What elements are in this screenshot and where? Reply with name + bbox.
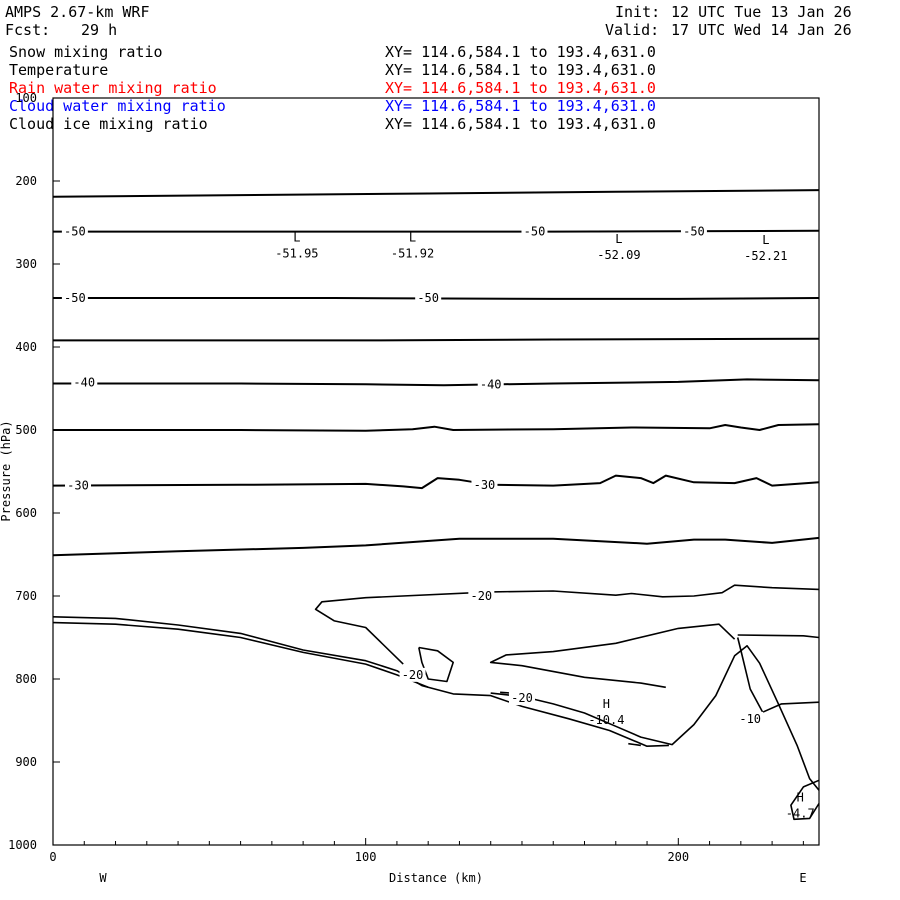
extremum-value: -52.09 <box>597 248 640 262</box>
y-tick-label: 900 <box>15 755 37 769</box>
contour-label-bg <box>521 224 548 239</box>
isotherm-line <box>736 637 820 713</box>
contour-label-bg <box>61 291 88 306</box>
x-axis-west-label: W <box>99 871 107 885</box>
field-name-snow: Snow mixing ratio <box>9 43 163 61</box>
field-name-rain: Rain water mixing ratio <box>9 79 217 97</box>
isotherm-line <box>52 621 429 689</box>
field-xy-cloud-ice: XY= 114.6,584.1 to 193.4,631.0 <box>385 115 656 133</box>
extremum-value: -52.21 <box>744 249 787 263</box>
contour-lines <box>52 189 820 821</box>
contour-label-bg <box>71 375 98 390</box>
y-tick-label: 800 <box>15 672 37 686</box>
extremum-value: -4.7 <box>786 807 815 821</box>
y-tick-label: 400 <box>15 340 37 354</box>
forecast-hour: 29 h <box>81 21 118 39</box>
extremum-marker: H <box>603 697 610 711</box>
x-tick-label: 0 <box>49 850 56 864</box>
contour-label: -50 <box>64 225 86 239</box>
isotherm-line <box>52 536 820 557</box>
isotherm-line <box>53 423 820 432</box>
contour-label: -40 <box>73 376 95 390</box>
field-xy-temperature: XY= 114.6,584.1 to 193.4,631.0 <box>385 61 656 79</box>
axis-ticks: 100 200 300 400 500 600 700 800 900 1000 0 100 200 <box>8 91 804 864</box>
isotherm-line <box>418 646 454 683</box>
isotherm-line <box>314 584 820 665</box>
extremum-value: -51.95 <box>275 246 318 260</box>
contour-label-bg <box>415 291 442 306</box>
field-name-cloud-water: Cloud water mixing ratio <box>9 97 226 115</box>
isotherm-line <box>53 337 820 342</box>
contour-labels: -50 -50 -50 -50 -50 -40 -40 -30 -30 -20 -20 -20 -10 L… <box>61 224 815 821</box>
model-title: AMPS 2.67-km WRF <box>5 3 150 21</box>
y-tick-label: 1000 <box>8 838 37 852</box>
contour-label: -50 <box>64 291 86 305</box>
x-tick-label: 200 <box>667 850 689 864</box>
field-xy-snow: XY= 114.6,584.1 to 193.4,631.0 <box>385 43 656 61</box>
x-tick-label: 100 <box>355 850 377 864</box>
valid-label: Valid: <box>605 21 660 39</box>
contour-label: -30 <box>67 479 89 493</box>
contour-label: -30 <box>474 478 496 492</box>
contour-label: -50 <box>417 291 439 305</box>
y-tick-label: 200 <box>15 174 37 188</box>
contour-label-bg <box>477 377 504 392</box>
init-label: Init: <box>615 3 661 21</box>
contour-label-bg <box>508 691 535 706</box>
contour-label-bg <box>471 477 498 492</box>
field-xy-cloud-water: XY= 114.6,584.1 to 193.4,631.0 <box>385 97 656 115</box>
contour-label: -20 <box>511 691 533 705</box>
extremum-marker: H <box>797 791 804 805</box>
isotherm-line <box>52 616 669 747</box>
field-xy-rain: XY= 114.6,584.1 to 193.4,631.0 <box>385 79 656 97</box>
isotherm-line <box>628 742 641 747</box>
extremum-marker: L <box>615 232 622 246</box>
extremum-marker: L <box>762 233 769 247</box>
x-axis-title: Distance (km) <box>389 871 483 885</box>
y-tick-label: 300 <box>15 257 37 271</box>
forecast-label: Fcst: <box>5 21 51 39</box>
contour-label: -10 <box>739 712 761 726</box>
contour-label-bg <box>680 224 707 239</box>
extremum-marker: L <box>293 230 300 244</box>
contour-label: -50 <box>683 225 705 239</box>
contour-label: -50 <box>524 225 546 239</box>
y-axis-title: Pressure (hPa) <box>0 420 13 521</box>
contour-label: -40 <box>480 377 502 391</box>
contour-label-bg <box>468 589 495 603</box>
extremum-value: -10.4 <box>588 713 624 727</box>
y-tick-label: 700 <box>15 589 37 603</box>
extremum-value: -51.92 <box>391 246 434 260</box>
valid-time: 17 UTC Wed 14 Jan 26 <box>671 21 852 39</box>
isotherm-line <box>790 779 820 821</box>
isotherm-line <box>490 645 820 791</box>
isotherm-line <box>53 378 820 387</box>
isotherm-line <box>52 189 820 198</box>
isotherm-line <box>489 623 736 689</box>
contour-label-bg <box>737 711 764 726</box>
contour-label: -20 <box>470 589 492 603</box>
isotherm-line <box>737 634 820 639</box>
x-axis-east-label: E <box>799 871 806 885</box>
y-tick-label: 500 <box>15 423 37 437</box>
extremum-marker: L <box>409 230 416 244</box>
field-name-cloud-ice: Cloud ice mixing ratio <box>9 115 208 133</box>
contour-label-bg <box>65 478 92 493</box>
contour-label: -20 <box>402 668 424 682</box>
y-tick-label: 100 <box>15 91 37 105</box>
init-time: 12 UTC Tue 13 Jan 26 <box>671 3 852 21</box>
isotherm-line <box>52 474 820 490</box>
isotherm-line <box>53 297 820 300</box>
contour-label-bg <box>61 224 88 239</box>
contour-label-bg <box>399 667 426 682</box>
y-tick-label: 600 <box>15 506 37 520</box>
field-name-temperature: Temperature <box>9 61 109 79</box>
plot-frame <box>52 97 820 846</box>
